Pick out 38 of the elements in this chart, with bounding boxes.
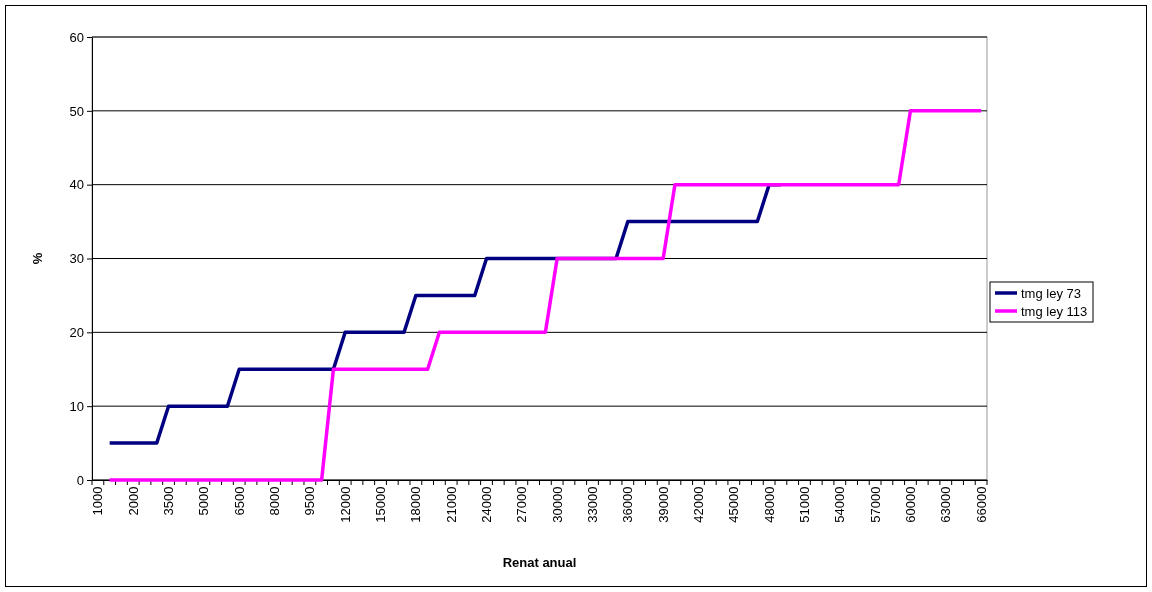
x-tick-label: 18000 <box>408 486 424 523</box>
x-tick-label: 15000 <box>373 486 389 523</box>
x-tick-label: 60000 <box>903 486 918 523</box>
legend-label: tmg ley 73 <box>1021 285 1081 301</box>
y-tick-label: 50 <box>69 103 84 119</box>
x-tick-label: 36000 <box>620 486 636 523</box>
x-tick-label: 48000 <box>761 486 777 523</box>
y-tick-label: 30 <box>69 251 84 267</box>
x-tick-label: 39000 <box>655 486 671 523</box>
x-tick-label: 57000 <box>867 486 883 523</box>
x-tick-label: 6500 <box>231 486 247 516</box>
y-tick-label: 20 <box>69 324 84 340</box>
x-tick-label: 51000 <box>797 486 813 523</box>
x-tick-label: 42000 <box>691 486 707 523</box>
x-tick-label: 24000 <box>479 486 495 523</box>
x-tick-label: 9500 <box>302 486 318 516</box>
x-tick-label: 30000 <box>549 486 565 523</box>
x-tick-label: 66000 <box>973 486 989 523</box>
x-tick-label: 2000 <box>125 486 141 516</box>
y-tick-label: 60 <box>69 29 84 45</box>
x-tick-label: 54000 <box>832 486 848 523</box>
x-tick-label: 12000 <box>337 486 353 523</box>
y-tick-label: 10 <box>69 398 84 414</box>
x-tick-label: 5000 <box>196 486 212 516</box>
x-tick-label: 63000 <box>938 486 954 523</box>
x-tick-label: 21000 <box>443 486 459 523</box>
y-tick-label: 0 <box>76 472 84 488</box>
x-axis-title: Renat anual <box>502 555 577 570</box>
x-tick-label: 3500 <box>161 486 177 516</box>
x-tick-label: 33000 <box>585 486 601 523</box>
x-tick-label: 45000 <box>726 486 742 523</box>
x-tick-label: 1000 <box>90 486 106 516</box>
line-series <box>107 109 983 482</box>
legend-label: tmg ley 113 <box>1021 303 1088 319</box>
y-axis-title: % <box>30 252 45 265</box>
y-tick-label: 40 <box>69 177 84 193</box>
x-tick-label: 27000 <box>514 486 530 523</box>
x-tick-label: 8000 <box>267 486 283 516</box>
